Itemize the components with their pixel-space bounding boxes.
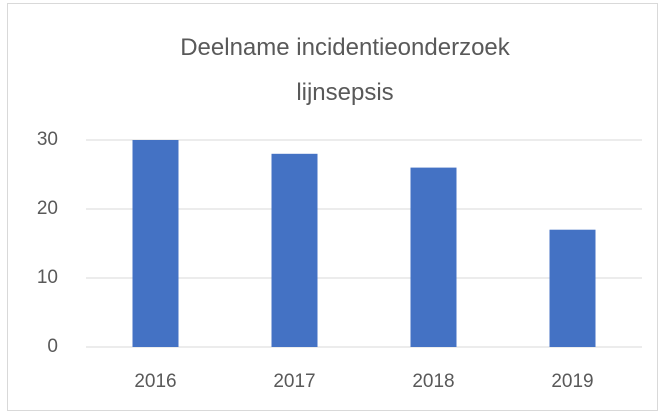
chart-frame: [7, 3, 658, 411]
y-tick-label: 10: [37, 267, 58, 288]
bar: [271, 153, 318, 347]
bar: [132, 140, 179, 347]
bar: [410, 167, 457, 347]
x-tick-label: 2018: [412, 371, 454, 392]
x-tick-label: 2016: [134, 371, 176, 392]
y-tick-label: 0: [47, 336, 58, 357]
bar: [549, 229, 596, 347]
chart-title: Deelname incidentieonderzoek lijnsepsis: [180, 34, 510, 106]
x-tick-label: 2017: [273, 371, 315, 392]
y-tick-label: 30: [37, 129, 58, 150]
y-tick-label: 20: [37, 198, 58, 219]
x-tick-label: 2019: [551, 371, 593, 392]
